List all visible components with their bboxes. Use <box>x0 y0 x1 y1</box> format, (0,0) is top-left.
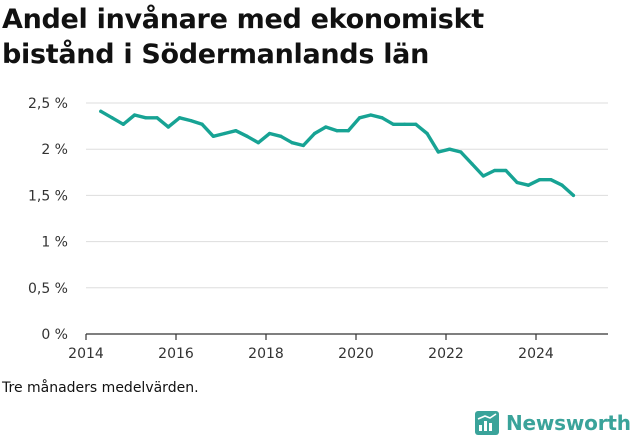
data-point <box>189 118 193 123</box>
data-point <box>504 168 508 173</box>
data-point <box>279 134 283 138</box>
x-tick-label: 2024 <box>518 346 554 362</box>
series-layer <box>99 109 576 198</box>
data-point <box>324 125 328 129</box>
data-point <box>99 109 103 113</box>
data-point <box>144 116 148 120</box>
x-axis: 2014 2016 2018 2020 2022 2024 <box>68 333 608 362</box>
newsworthy-logo-icon <box>475 411 499 435</box>
data-point <box>166 125 170 129</box>
y-axis-ticks: 0 % 0,5 % 1 % 1,5 % 2 % 2,5 % <box>28 96 68 343</box>
data-point <box>459 150 463 154</box>
data-point <box>313 131 317 136</box>
data-point <box>414 122 418 126</box>
chart-footnote: Tre månaders medelvärden. <box>2 380 199 396</box>
data-point <box>369 113 373 117</box>
x-tick-label: 2014 <box>68 346 104 362</box>
data-point <box>481 174 485 178</box>
data-point <box>290 141 294 145</box>
data-point <box>470 162 474 166</box>
y-tick-label: 2,5 % <box>28 96 68 112</box>
x-tick-label: 2018 <box>248 346 284 362</box>
data-point <box>391 122 395 126</box>
data-point <box>549 178 553 182</box>
data-point <box>200 122 204 126</box>
data-point <box>436 150 440 154</box>
data-point <box>234 129 238 133</box>
data-point <box>155 116 159 120</box>
chart-title: Andel invånare med ekonomiskt bistånd i … <box>2 4 484 70</box>
data-point <box>245 134 249 138</box>
data-point <box>493 168 497 173</box>
data-point <box>301 143 305 148</box>
x-tick-label: 2020 <box>338 346 374 362</box>
data-point <box>110 116 114 120</box>
newsworthy-logo-text: Newsworthy <box>506 411 631 435</box>
y-tick-label: 0 % <box>41 327 68 343</box>
data-point <box>571 193 575 197</box>
series-line <box>99 109 576 198</box>
x-tick-label: 2016 <box>158 346 194 362</box>
y-tick-label: 0,5 % <box>28 281 68 297</box>
data-point <box>268 131 272 136</box>
data-point <box>358 116 362 120</box>
data-point <box>403 122 407 126</box>
y-tick-label: 1,5 % <box>28 188 68 204</box>
data-point <box>121 122 125 126</box>
data-point <box>133 113 137 117</box>
y-tick-label: 1 % <box>41 235 68 251</box>
data-point <box>526 183 530 187</box>
newsworthy-logo: Newsworthy <box>474 408 631 438</box>
data-point <box>425 131 429 136</box>
x-tick-label: 2022 <box>428 346 464 362</box>
data-point <box>223 131 227 136</box>
data-point <box>335 129 339 133</box>
data-point <box>178 116 182 120</box>
data-point <box>560 183 564 187</box>
data-point <box>346 129 350 133</box>
data-point <box>538 178 542 182</box>
data-point <box>211 134 215 138</box>
y-tick-label: 2 % <box>41 142 68 158</box>
data-point <box>448 147 452 151</box>
data-point <box>256 141 260 145</box>
data-point <box>380 116 384 120</box>
data-point <box>515 180 519 185</box>
gridlines <box>86 102 608 289</box>
